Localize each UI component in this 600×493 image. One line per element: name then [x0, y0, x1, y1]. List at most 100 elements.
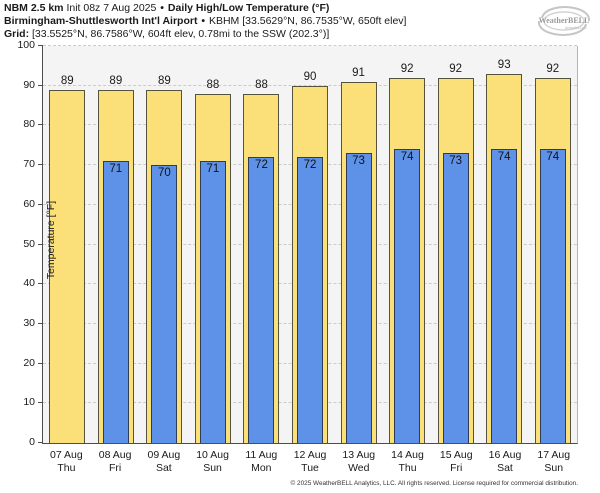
low-value-label: 71	[206, 163, 220, 176]
low-value-label: 73	[352, 155, 365, 168]
high-value-label: 93	[497, 58, 511, 71]
y-tick-label-20: 20	[23, 356, 35, 369]
x-tick-label: 16 Aug Sat	[481, 449, 530, 474]
y-tick-mark	[38, 84, 43, 86]
low-value-label: 71	[109, 163, 123, 176]
high-value-label: 89	[60, 74, 74, 87]
high-value-label: 89	[109, 74, 123, 87]
y-tick-label-60: 60	[23, 197, 35, 210]
svg-text:Analytics LLC: Analytics LLC	[565, 26, 587, 30]
low-bar: 70	[151, 165, 178, 443]
y-tick-mark	[38, 283, 43, 285]
x-tick-day: Mon	[251, 461, 272, 474]
product-title: Daily High/Low Temperature (°F)	[167, 2, 330, 14]
low-bar: 74	[491, 149, 518, 443]
x-tick-label: 10 Aug Sun	[188, 449, 237, 474]
x-tick-label: 07 Aug Thu	[42, 449, 91, 474]
high-value-label: 91	[352, 66, 365, 79]
chart-header: NBM 2.5 km Init 08z 7 Aug 2025 • Daily H…	[4, 2, 406, 40]
x-tick-day: Sat	[497, 461, 513, 474]
separator-dot: •	[160, 2, 164, 14]
y-tick-label-100: 100	[17, 39, 35, 51]
y-tick-label-0: 0	[29, 436, 35, 448]
x-tick-date: 15 Aug	[439, 449, 473, 461]
low-value-label: 73	[449, 155, 463, 168]
low-bar: 72	[297, 157, 323, 443]
low-bar: 72	[248, 157, 275, 443]
x-tick-date: 10 Aug	[196, 449, 229, 461]
x-tick-date: 11 Aug	[245, 449, 278, 461]
grid-label: Grid:	[4, 27, 30, 40]
x-tick-label: 09 Aug Sat	[139, 449, 188, 474]
bar-group-15-aug: 92 73	[431, 46, 480, 443]
x-tick-label: 08 Aug Fri	[91, 449, 140, 474]
header-line-station: Birmingham-Shuttlesworth Int'l Airport •…	[4, 15, 406, 28]
low-bar: 73	[442, 153, 469, 443]
high-bar	[49, 89, 86, 443]
low-value-label: 72	[303, 159, 317, 172]
y-tick-label-80: 80	[23, 118, 35, 131]
x-tick-day: Fri	[450, 461, 463, 474]
y-tick-label-90: 90	[23, 78, 35, 91]
low-value-label: 74	[546, 151, 560, 164]
x-tick-label: 17 Aug Sun	[529, 449, 578, 474]
x-tick-date: 17 Aug	[537, 449, 571, 461]
y-tick-label-70: 70	[23, 158, 35, 171]
bar-group-13-aug: 91 73	[334, 46, 383, 443]
x-tick-day: Fri	[108, 461, 122, 474]
station-info: KBHM [33.5629°N, 86.7535°W, 650ft elev]	[208, 14, 407, 27]
y-tick-mark	[38, 442, 43, 443]
y-tick-mark	[38, 164, 43, 166]
x-tick-day: Sun	[544, 461, 564, 474]
y-tick-label-40: 40	[23, 277, 35, 290]
grid-info: [33.5525°N, 86.7586°W, 604ft elev, 0.78m…	[32, 27, 330, 40]
high-value-label: 90	[303, 70, 317, 83]
low-bar: 74	[539, 149, 566, 443]
x-tick-date: 08 Aug	[98, 449, 132, 461]
x-tick-label: 14 Aug Thu	[383, 449, 432, 474]
bar-group-09-aug: 89 70	[140, 46, 189, 443]
x-tick-date: 09 Aug	[147, 449, 181, 461]
bar-group-14-aug: 92 74	[383, 46, 432, 443]
model-init-time: Init 08z 7 Aug 2025	[66, 2, 157, 14]
x-tick-label: 11 Aug Mon	[237, 449, 286, 474]
x-tick-date: 07 Aug	[50, 449, 83, 461]
x-tick-label: 12 Aug Tue	[286, 449, 335, 474]
gridline-90	[43, 84, 577, 86]
x-tick-date: 14 Aug	[391, 449, 424, 461]
x-tick-label: 13 Aug Wed	[334, 449, 383, 474]
plot-area: 89 89 71 89 70 88 71 88 72 90 72 91 73 92 74 92 73 93 74 92…	[17, 39, 578, 448]
high-value-label: 92	[449, 62, 463, 75]
bar-group-07-aug: 89	[43, 46, 92, 443]
x-tick-day: Thu	[398, 461, 417, 474]
high-value-label: 92	[546, 62, 560, 75]
low-value-label: 70	[157, 167, 171, 180]
x-tick-day: Wed	[348, 461, 370, 474]
high-value-label: 89	[157, 74, 171, 87]
low-value-label: 74	[497, 151, 511, 164]
y-tick-mark	[38, 402, 43, 404]
y-tick-mark	[38, 124, 43, 126]
high-value-label: 88	[255, 78, 268, 91]
bar-group-11-aug: 88 72	[237, 46, 286, 443]
high-value-label: 88	[206, 78, 220, 91]
y-axis-title: Temperature [°F]	[45, 200, 58, 279]
hurricane-swirl-icon: WeatherBELL Analytics LLC	[537, 6, 591, 36]
x-tick-date: 12 Aug	[293, 449, 327, 461]
x-tick-date: 13 Aug	[342, 449, 376, 461]
x-tick-date: 16 Aug	[488, 449, 522, 461]
header-line-grid: Grid: [33.5525°N, 86.7586°W, 604ft elev,…	[4, 28, 406, 41]
high-value-label: 92	[400, 62, 414, 75]
x-tick-day: Sat	[155, 461, 172, 474]
x-tick-day: Thu	[57, 461, 76, 474]
low-bar: 71	[102, 161, 129, 443]
bar-group-17-aug: 92 74	[528, 46, 577, 443]
separator-dot: •	[201, 14, 206, 27]
x-tick-day: Sun	[203, 461, 222, 474]
model-name: NBM 2.5 km	[4, 2, 64, 14]
y-tick-label-10: 10	[23, 396, 35, 409]
y-tick-mark	[38, 203, 43, 205]
low-bar: 74	[394, 149, 421, 443]
y-tick-mark	[38, 322, 43, 324]
